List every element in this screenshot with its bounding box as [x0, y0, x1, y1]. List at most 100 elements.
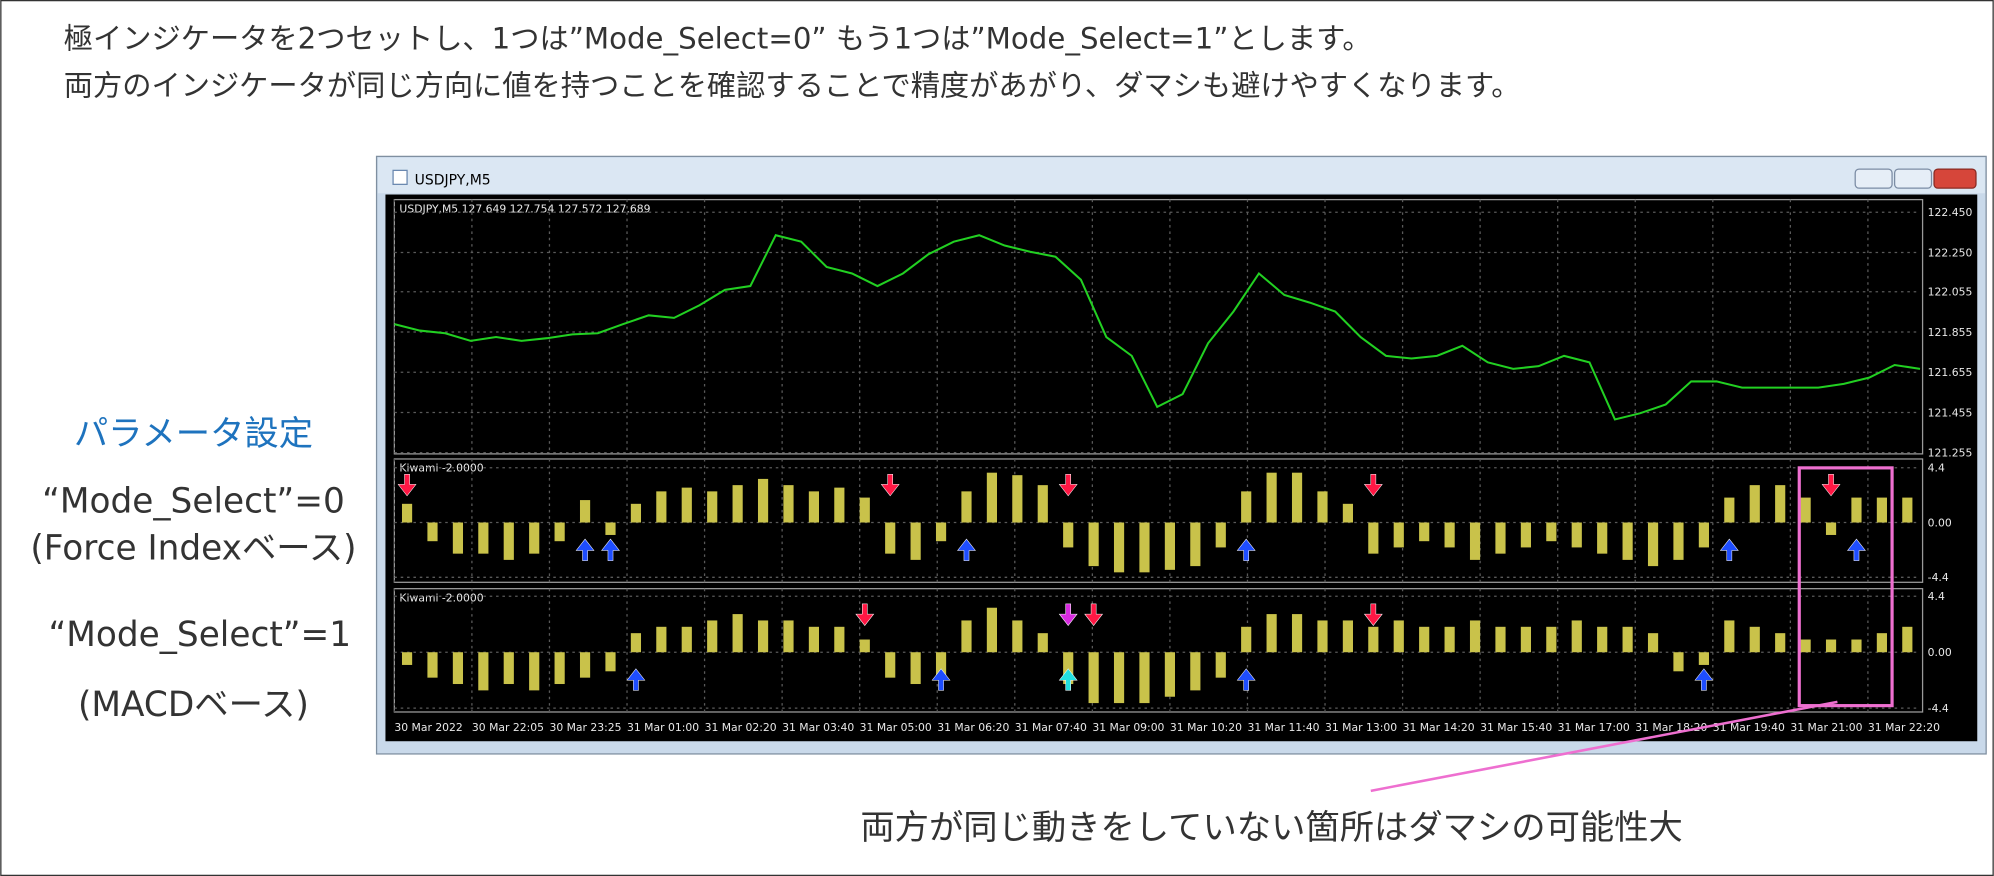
- histogram-bar: [1113, 522, 1125, 573]
- histogram-bar: [1749, 626, 1760, 653]
- panel-title: Kiwami -2.0000: [399, 462, 483, 475]
- histogram-bar: [1825, 639, 1837, 653]
- histogram-bar: [1393, 620, 1404, 653]
- histogram-bar: [1291, 472, 1303, 523]
- y-tick-label: 0.00: [1928, 516, 1952, 529]
- x-tick-label: 31 Mar 22:20: [1868, 721, 1940, 734]
- histogram-bar: [859, 639, 870, 653]
- histogram-bar: [529, 522, 540, 554]
- histogram-bar: [427, 652, 438, 678]
- histogram-bar: [656, 491, 667, 523]
- window-title: USDJPY,M5: [415, 172, 491, 188]
- y-tick-label: 0.00: [1928, 646, 1952, 659]
- y-tick-label: -4.4: [1928, 571, 1949, 584]
- histogram-bar: [1647, 522, 1659, 567]
- y-tick-label: 122.450: [1928, 206, 1973, 219]
- minimize-button[interactable]: [1854, 168, 1893, 189]
- x-tick-label: 31 Mar 03:40: [782, 721, 854, 734]
- histogram-bar: [1088, 522, 1099, 567]
- histogram-bar: [1368, 626, 1379, 653]
- x-tick-label: 30 Mar 2022: [394, 721, 462, 734]
- histogram-bar: [707, 491, 718, 523]
- histogram-bar: [1597, 522, 1608, 554]
- panel-border: [393, 458, 1924, 583]
- histogram-bar: [401, 503, 413, 523]
- x-tick-label: 31 Mar 17:00: [1558, 721, 1630, 734]
- histogram-bar: [1419, 626, 1430, 653]
- signal-arrow: [1821, 473, 1841, 497]
- sidebar-item: “Mode_Select”=0: [42, 481, 345, 521]
- histogram-bar: [885, 652, 896, 678]
- signal-arrow: [1058, 473, 1078, 497]
- maximize-button[interactable]: [1893, 168, 1933, 189]
- histogram-bar: [1571, 522, 1582, 548]
- histogram-bar: [1190, 652, 1201, 691]
- histogram-bar: [1037, 633, 1048, 653]
- y-tick-label: 121.255: [1928, 446, 1973, 459]
- x-tick-label: 31 Mar 10:20: [1170, 721, 1242, 734]
- histogram-bar: [1520, 626, 1531, 653]
- signal-arrow: [957, 538, 976, 561]
- signal-arrow: [1058, 603, 1078, 626]
- histogram-bar: [1597, 626, 1608, 653]
- histogram-bar: [1724, 497, 1735, 523]
- x-tick-label: 30 Mar 23:25: [549, 721, 621, 734]
- y-tick-label: -4.4: [1928, 702, 1949, 715]
- charts: 30 Mar 2022 30 Mar 22:05 30 Mar 23:25 31 Ma…: [393, 198, 1973, 734]
- signal-arrow: [1058, 668, 1078, 691]
- histogram-bar: [1698, 652, 1709, 665]
- sidebar-item: “Mode_Select”=1: [49, 615, 352, 655]
- histogram-bar: [808, 491, 820, 523]
- x-tick-label: 31 Mar 19:40: [1713, 721, 1785, 734]
- histogram-bar: [1317, 620, 1328, 653]
- histogram-bar: [1495, 522, 1506, 554]
- header-line: 極インジケータを2つセットし、1つは”Mode_Select=0” もう1つは”…: [64, 21, 1372, 55]
- histogram-bar: [1164, 522, 1175, 570]
- signal-arrow: [1236, 538, 1256, 561]
- histogram-bar: [1800, 639, 1811, 653]
- signal-arrow: [601, 538, 620, 561]
- histogram-bar: [1520, 522, 1531, 548]
- y-tick-label: 121.455: [1928, 406, 1973, 419]
- histogram-bar: [834, 487, 845, 523]
- histogram-bar: [1851, 497, 1862, 523]
- histogram-bar: [1876, 497, 1887, 523]
- y-tick-label: 122.250: [1928, 246, 1973, 259]
- histogram-bar: [1775, 485, 1786, 523]
- sidebar-item: (MACDベース): [78, 685, 309, 725]
- histogram-bar: [1139, 522, 1150, 573]
- histogram-bar: [1291, 614, 1303, 653]
- histogram-bar: [1546, 626, 1557, 653]
- histogram-bar: [1444, 626, 1455, 653]
- x-tick-label: 31 Mar 21:00: [1790, 721, 1862, 734]
- histogram-bar: [1444, 522, 1455, 548]
- histogram-bar: [1012, 475, 1023, 523]
- histogram-bar: [630, 633, 642, 653]
- histogram-bar: [554, 522, 565, 542]
- title-bar: [377, 157, 1985, 194]
- histogram-bar: [1342, 503, 1353, 523]
- x-tick-label: 31 Mar 02:20: [705, 721, 777, 734]
- x-tick-label: 31 Mar 13:00: [1325, 721, 1397, 734]
- histogram-bar: [910, 652, 921, 685]
- histogram-bar: [1419, 522, 1430, 542]
- histogram-bar: [885, 522, 896, 554]
- annotation: 両方が同じ動きをしていない箇所はダマシの可能性大: [860, 808, 1682, 848]
- signal-arrow: [1084, 603, 1104, 626]
- histogram-bar: [1469, 522, 1481, 560]
- histogram-bar: [1775, 633, 1786, 653]
- x-tick-label: 31 Mar 01:00: [627, 721, 699, 734]
- signal-arrow: [575, 538, 595, 561]
- histogram-bar: [478, 522, 489, 554]
- histogram-bar: [732, 485, 743, 523]
- histogram-bar: [1113, 652, 1125, 704]
- y-tick-label: 4.4: [1928, 590, 1945, 603]
- histogram-bar: [1088, 652, 1099, 704]
- close-button[interactable]: [1933, 168, 1977, 189]
- histogram-bar: [478, 652, 489, 691]
- histogram-bar: [1622, 626, 1633, 653]
- signal-arrow: [1847, 538, 1866, 561]
- histogram-bar: [605, 652, 616, 672]
- signal-arrow: [1363, 473, 1383, 497]
- histogram-bar: [961, 491, 972, 523]
